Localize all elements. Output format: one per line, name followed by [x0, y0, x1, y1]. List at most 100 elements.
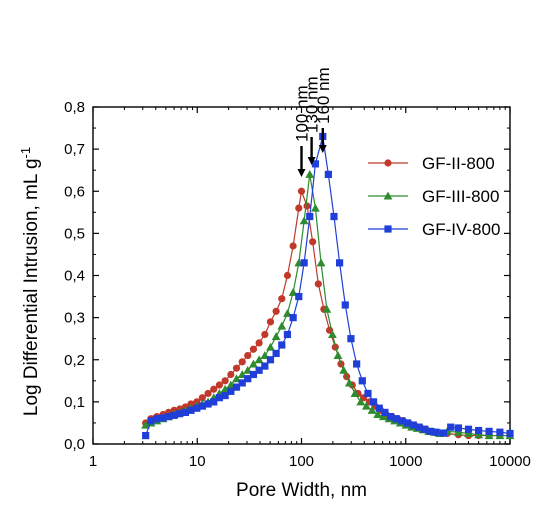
- series-2-point: [474, 430, 484, 439]
- series-3-point: [227, 387, 235, 395]
- y-tick-label: 0,8: [64, 99, 85, 116]
- series-1-point: [232, 364, 241, 372]
- y-tick-label: 0,0: [64, 436, 85, 453]
- series-2-point: [361, 401, 371, 410]
- series-3-point: [249, 370, 258, 379]
- y-tick-label: 0,5: [64, 225, 85, 242]
- series-1-point: [215, 381, 223, 389]
- series-3-point: [210, 398, 218, 406]
- series-3-point: [375, 404, 383, 412]
- series-1-point: [249, 345, 258, 353]
- series-2-point: [464, 429, 473, 437]
- y-tick-label: 0,1: [64, 394, 85, 411]
- series-3-point: [204, 400, 212, 408]
- series-3-point: [159, 414, 167, 422]
- series-1-point: [303, 202, 311, 210]
- series-3-point: [439, 429, 448, 437]
- series-2-point: [311, 203, 320, 212]
- axis-ticks: 0,0 0,1 0,2 0,3 0,4 0,5 0,6 0,7 0,8 1 10 100 1000 100…: [64, 99, 531, 470]
- x-axis-title: Pore Width, nm: [236, 480, 367, 501]
- legend-label: GF-IV-800: [422, 220, 500, 239]
- series-3-point: [232, 383, 241, 391]
- series-2-point: [316, 258, 326, 267]
- series-3-point: [403, 419, 412, 427]
- series-2-point: [454, 427, 463, 436]
- series-3-point: [336, 259, 344, 267]
- series-1-point: [198, 394, 206, 402]
- legend-point: [384, 159, 392, 167]
- series-1-point: [272, 307, 280, 315]
- series-3-point: [358, 377, 366, 385]
- series-3-point: [164, 413, 173, 421]
- series-1-point: [255, 339, 263, 347]
- series-1-point: [266, 318, 275, 326]
- y-tick-label: 0,6: [64, 183, 85, 200]
- legend-label: GF-II-800: [422, 154, 495, 173]
- peak-annotation: 130 nm: [303, 76, 322, 165]
- series-3-point: [221, 391, 229, 400]
- series-3-point: [369, 398, 378, 406]
- series-3-point: [295, 292, 303, 301]
- series-3-point: [170, 411, 178, 419]
- series-3-point: [426, 427, 434, 435]
- series-3-point: [447, 423, 455, 431]
- series-1-point: [221, 377, 229, 385]
- series-3-point: [142, 431, 150, 440]
- series-layer: [141, 132, 515, 440]
- series-1-point: [261, 330, 269, 339]
- y-tick-label: 0,7: [64, 141, 85, 158]
- legend: GF-II-800 GF-III-800 GF-IV-800: [368, 154, 500, 239]
- series-3-point: [454, 424, 463, 432]
- series-3-point: [324, 170, 332, 178]
- series-1-point: [297, 187, 306, 195]
- series-line: [145, 136, 511, 436]
- y-tick-label: 0,4: [64, 268, 85, 285]
- series-3-point: [330, 212, 338, 221]
- series-2-point: [266, 342, 275, 351]
- series-3-point: [381, 408, 389, 417]
- series-3-point: [244, 375, 252, 383]
- series-3-point: [353, 360, 361, 368]
- series-1-point: [210, 385, 218, 393]
- series-3-point: [289, 314, 297, 322]
- peak-annotation: 160 nm: [314, 67, 333, 153]
- series-3-point: [311, 160, 320, 168]
- series-3-point: [278, 341, 286, 349]
- series-3-point: [283, 330, 292, 339]
- series-2-point: [339, 365, 349, 374]
- series-3-point: [485, 427, 493, 435]
- peak-arrow-head: [307, 157, 316, 165]
- legend-label: GF-III-800: [422, 187, 499, 206]
- series-2-point: [328, 330, 337, 338]
- peak-annotation: 100 nm: [293, 85, 312, 177]
- series-2-point: [356, 397, 366, 406]
- peak-annotation-label: 130 nm: [303, 76, 322, 133]
- y-axis-title-superscript: -1: [18, 147, 33, 159]
- legend-item: GF-IV-800: [368, 220, 500, 239]
- series-2-point: [484, 431, 494, 440]
- series-2-point: [373, 410, 383, 419]
- series-1-point: [244, 351, 252, 360]
- y-axis-title: Log Differential Intrusion, mL g-1: [18, 147, 42, 416]
- series-1-point: [314, 280, 322, 288]
- x-tick-label: 1000: [389, 453, 422, 470]
- peak-arrow-head: [318, 145, 327, 153]
- series-3-point: [347, 335, 355, 343]
- series-3-point: [464, 425, 473, 433]
- series-3-point: [261, 362, 269, 370]
- series-3-point: [181, 408, 190, 417]
- series-3-point: [300, 259, 308, 267]
- series-2-point: [305, 170, 315, 178]
- series-1-point: [309, 238, 317, 246]
- legend-point: [383, 191, 393, 200]
- series-3-point: [386, 413, 395, 421]
- series-3-point: [147, 417, 155, 425]
- y-axis-title-main: Log Differential Intrusion, mL g: [21, 158, 42, 416]
- peak-annotation-label: 100 nm: [293, 85, 312, 142]
- y-tick-label: 0,3: [64, 310, 85, 327]
- peak-arrow-head: [297, 169, 306, 177]
- x-tick-label: 10: [189, 453, 206, 470]
- series-3-point: [432, 428, 440, 436]
- series-3-point: [506, 429, 514, 438]
